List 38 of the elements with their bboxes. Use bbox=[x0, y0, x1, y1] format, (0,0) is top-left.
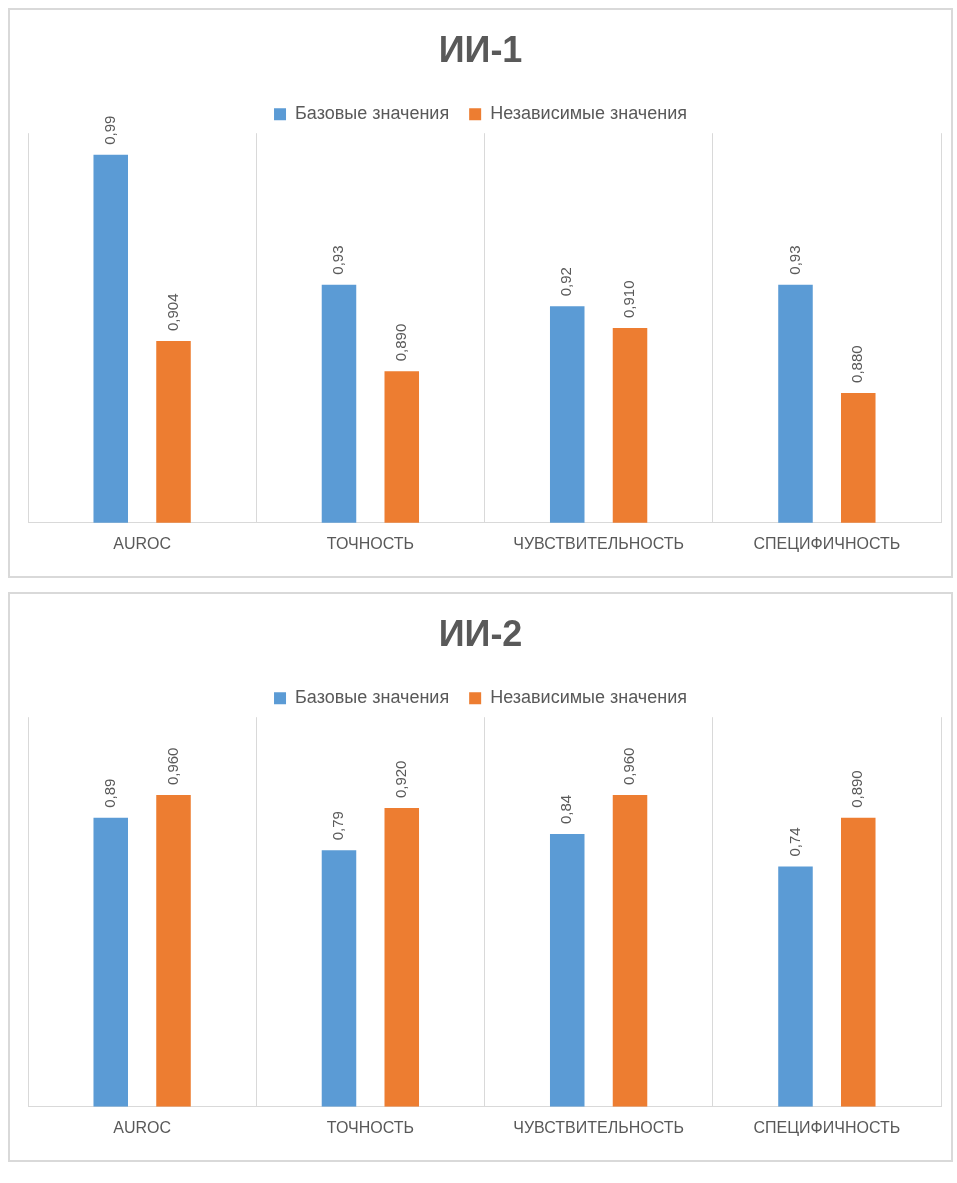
data-label: 0,890 bbox=[848, 770, 866, 808]
bar bbox=[549, 834, 585, 1107]
data-label: 0,880 bbox=[848, 345, 866, 383]
bar bbox=[841, 817, 876, 1107]
bar bbox=[384, 808, 420, 1107]
x-tick-label: ТОЧНОСТЬ bbox=[326, 534, 414, 552]
bar bbox=[156, 795, 191, 1107]
bar bbox=[321, 850, 357, 1107]
data-label: 0,960 bbox=[163, 747, 181, 786]
legend-label: Базовые значения bbox=[295, 687, 450, 708]
legend-label: Независимые значения bbox=[490, 687, 687, 708]
x-tick-label: ЧУВСТВИТЕЛЬНОСТЬ bbox=[513, 1118, 684, 1136]
data-label: 0,920 bbox=[391, 760, 409, 799]
data-label: 0,904 bbox=[163, 293, 181, 331]
x-tick-label: AUROC bbox=[113, 1118, 172, 1136]
data-label: 0,74 bbox=[785, 827, 803, 857]
bar bbox=[93, 817, 128, 1107]
chart-title: ИИ-2 bbox=[438, 612, 523, 654]
data-label: 0,89 bbox=[100, 778, 118, 808]
data-label: 0,99 bbox=[100, 115, 118, 145]
data-label: 0,910 bbox=[620, 280, 638, 318]
data-label: 0,93 bbox=[329, 245, 347, 275]
data-label: 0,890 bbox=[391, 323, 409, 362]
data-label: 0,79 bbox=[329, 811, 347, 841]
x-tick-label: СПЕЦИФИЧНОСТЬ bbox=[753, 534, 901, 552]
data-label: 0,84 bbox=[557, 794, 575, 825]
legend-label: Независимые значения bbox=[490, 103, 687, 124]
x-tick-label: ЧУВСТВИТЕЛЬНОСТЬ bbox=[513, 534, 684, 552]
data-label: 0,960 bbox=[620, 747, 638, 786]
data-label: 0,93 bbox=[785, 245, 803, 275]
bar bbox=[612, 795, 648, 1107]
x-tick-label: ТОЧНОСТЬ bbox=[326, 1118, 414, 1136]
data-label: 0,92 bbox=[557, 267, 575, 297]
x-tick-label: СПЕЦИФИЧНОСТЬ bbox=[753, 1118, 901, 1136]
bar bbox=[778, 866, 813, 1107]
x-tick-label: AUROC bbox=[113, 534, 172, 552]
chart-title: ИИ-1 bbox=[438, 28, 523, 70]
legend-label: Базовые значения bbox=[295, 103, 450, 124]
